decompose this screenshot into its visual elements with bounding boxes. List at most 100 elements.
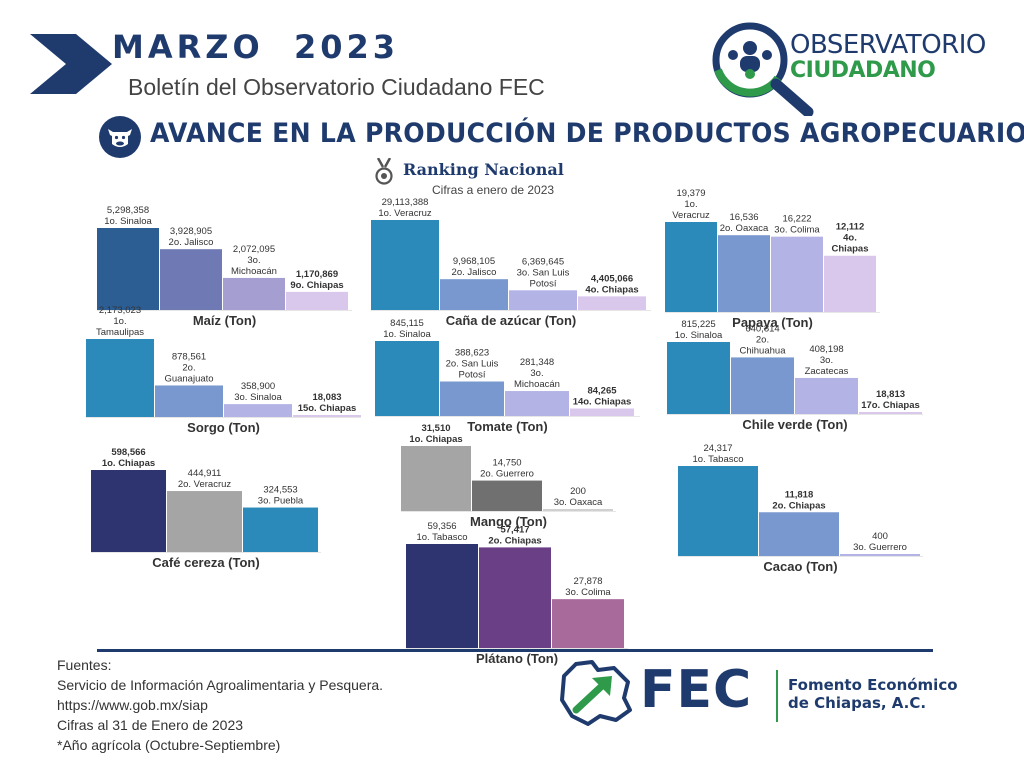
data-label-value: 59,356 [427,521,456,532]
data-label-value: 5,298,358 [107,205,149,216]
observatorio-logo-line2: CIUDADANO [790,58,936,83]
bar-platano-2 [479,547,551,648]
data-label-rank: 4o. Chiapas [585,284,638,295]
chart-title: Chile verde (Ton) [742,417,848,432]
sources-link[interactable]: https://www.gob.mx/siap [57,697,208,713]
chart-title: Mango (Ton) [469,514,547,529]
data-label-value: 324,553 [263,485,297,496]
bar-papaya-1 [665,222,717,312]
chart-mango: 31,510 1o. Chiapas 14,750 2o. Guerrero 200 3o… [401,423,616,529]
fec-map-icon [560,660,632,726]
data-label-rank: 3o. [820,355,833,366]
data-label-rank: 3o. [247,255,260,266]
chart-title: Papaya (Ton) [732,315,813,330]
data-label-rank: 1o. Sinaloa [675,330,723,341]
bar-maiz-2 [160,249,222,310]
data-label-rank: 1o. Tabasco [692,454,743,465]
data-label-value: 31,510 [421,423,450,434]
chart-platano: 59,356 1o. Tabasco 57,417 2o. Chiapas 27,878… [406,521,628,666]
bar-sorgo-1 [86,339,154,417]
data-label-value: 29,113,388 [382,197,429,208]
data-label-rank: 2o. [756,334,769,345]
bar-mango-3 [543,509,613,511]
bar-mango-2 [472,480,542,511]
data-label-rank: 2o. Chiapas [488,535,541,546]
page-title: MARZO 2023 [112,28,399,66]
bar-sorgo-2 [155,385,223,417]
data-label-value: 57,417 [500,524,529,535]
data-label-value: 6,369,645 [522,256,564,267]
sources-line: *Año agrícola (Octubre-Septiembre) [57,737,281,753]
bar-cana-3 [509,290,577,310]
observatorio-logo-icon [712,22,814,116]
data-label-rank: 4o. [843,233,857,244]
chart-title: Café cereza (Ton) [152,555,260,570]
chart-title: Caña de azúcar (Ton) [445,313,577,328]
data-label-value: 408,198 [809,344,843,355]
data-label-value: 84,265 [587,386,617,397]
data-label-rank: 2o. [182,362,195,373]
bar-chile-1 [667,342,730,414]
data-label-rank: 1o. Veracruz [378,208,432,219]
sources-line: Fuentes: [57,657,112,673]
data-label-value: 9,968,105 [453,256,495,267]
sources-line: Cifras al 31 de Enero de 2023 [57,717,244,733]
data-label-rank: 2o. San Luis [446,359,499,370]
data-label-value: 400 [872,531,888,542]
data-label-value: 24,317 [703,443,732,454]
data-label-rank: 2o. Oaxaca [720,223,769,234]
fec-name-line2: de Chiapas, A.C. [788,694,927,712]
fec-full-name: Fomento Económico de Chiapas, A.C. [788,676,958,712]
data-label-value: 18,083 [312,392,341,403]
data-label-rank: 3o. Oaxaca [554,497,603,508]
data-label-value: 444,911 [188,468,222,479]
data-label-value: 845,115 [390,318,424,329]
data-label-rank: 2o. Jalisco [169,237,214,248]
chart-cana: 29,113,388 1o. Veracruz 9,968,105 2o. Jalis… [371,197,651,328]
sources-line: Servicio de Información Agroalimentaria … [57,677,384,693]
bar-papaya-3 [771,236,823,312]
data-label-value: 358,900 [241,381,275,392]
data-label-rank: 1o. [113,316,126,327]
data-label-rank: Potosí [530,278,557,289]
chart-sorgo: 2,173,023 1o. Tamaulipas 878,561 2o. Guanajua… [86,305,361,435]
bar-cana-4 [578,296,646,310]
data-label-value: 640,814 [745,323,779,334]
data-label-rank: 3o. San Luis [517,267,570,278]
data-label-rank: 1o. Chiapas [102,458,155,469]
medal-icon [375,158,393,185]
data-label-rank: 1o. Chiapas [409,434,462,445]
data-label-rank: Zacatecas [805,366,849,377]
fec-name-line1: Fomento Económico [788,676,958,694]
bar-platano-3 [552,599,624,648]
bar-tomate-3 [505,391,569,416]
ranking-label: Ranking Nacional [403,160,564,179]
data-label-rank: Potosí [459,370,486,381]
chart-title: Plátano (Ton) [475,651,559,666]
bar-tomate-4 [570,408,634,416]
data-label-rank: 3o. Colima [774,225,820,236]
observatorio-logo-line1: OBSERVATORIO [790,30,986,60]
bar-chile-2 [731,357,794,414]
data-label-value: 16,536 [729,212,758,223]
data-label-value: 878,561 [172,351,206,362]
data-label-rank: 3o. Colima [565,587,611,598]
data-label-rank: Tamaulipas [96,327,144,338]
data-label-rank: 2o. Chiapas [772,500,825,511]
bar-sorgo-3 [224,404,292,417]
data-label-rank: 3o. Puebla [258,496,304,507]
bar-cafe-1 [91,470,166,552]
chart-tomate: 845,115 1o. Sinaloa 388,623 2o. San Luis Pot… [375,318,640,434]
fec-logo-text: FEC [640,660,753,720]
chart-papaya: 19,379 1o. Veracruz 16,536 2o. Oaxaca 16,222 3… [665,188,880,330]
bar-papaya-4 [824,255,876,312]
data-label-value: 2,173,023 [99,305,141,316]
bar-tomate-1 [375,341,439,416]
